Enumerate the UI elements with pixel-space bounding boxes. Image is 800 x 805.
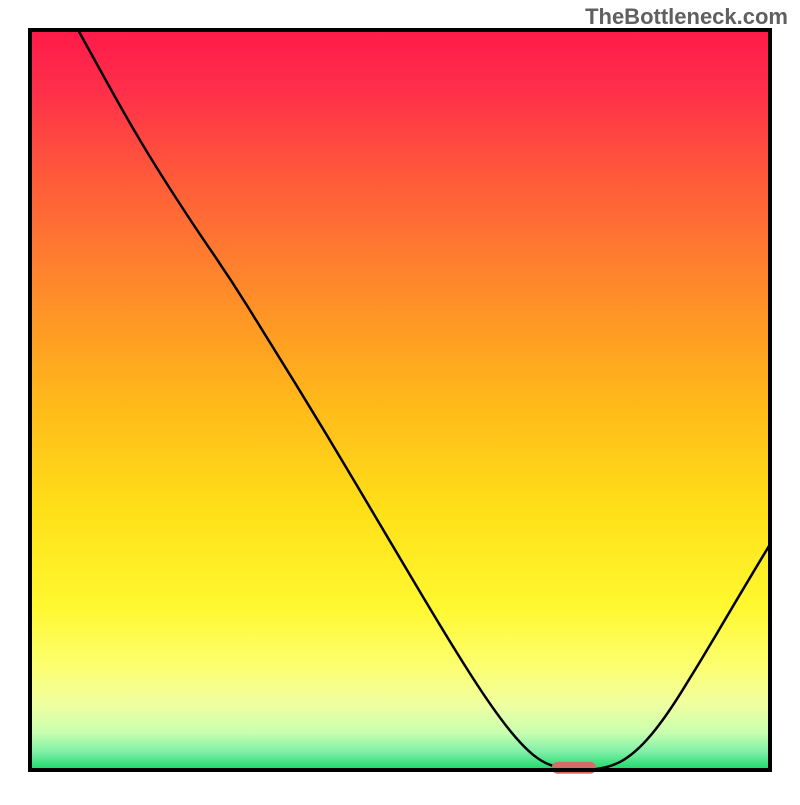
watermark-text: TheBottleneck.com: [585, 4, 788, 30]
chart-svg: [0, 0, 800, 800]
bottleneck-chart: [0, 0, 800, 800]
